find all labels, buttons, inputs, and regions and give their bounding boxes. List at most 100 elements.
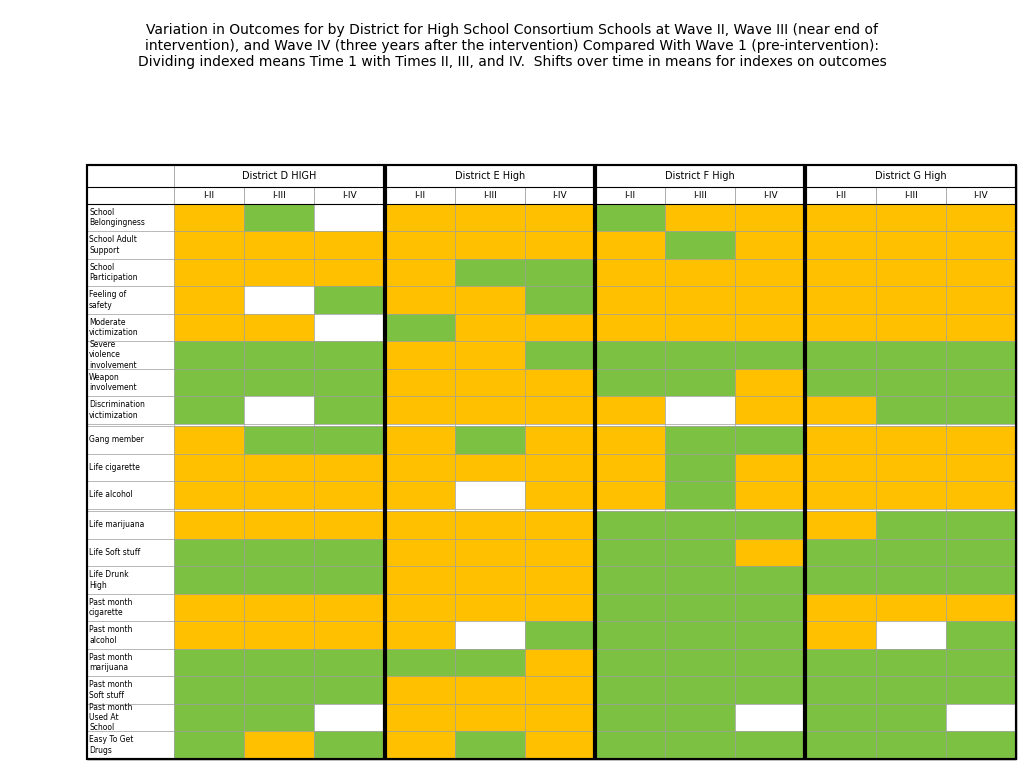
Bar xyxy=(666,731,735,759)
Bar xyxy=(87,341,174,369)
Text: Discrimination
victimization: Discrimination victimization xyxy=(89,400,145,420)
Text: Gang member: Gang member xyxy=(89,435,144,445)
Bar xyxy=(735,482,805,508)
Text: Past month
Soft stuff: Past month Soft stuff xyxy=(89,680,132,700)
Text: I-IV: I-IV xyxy=(763,190,777,200)
Text: I-IV: I-IV xyxy=(342,190,356,200)
Bar xyxy=(455,204,524,231)
Bar xyxy=(876,731,946,759)
Bar xyxy=(805,369,876,396)
Bar xyxy=(666,511,735,538)
Bar xyxy=(876,621,946,649)
Bar xyxy=(244,731,314,759)
Bar xyxy=(87,165,1016,759)
Bar xyxy=(244,454,314,482)
Bar xyxy=(174,703,244,731)
Bar xyxy=(384,703,455,731)
Bar xyxy=(524,676,595,703)
Bar xyxy=(666,566,735,594)
Bar xyxy=(595,259,666,286)
Bar xyxy=(244,187,314,204)
Bar xyxy=(244,286,314,313)
Bar xyxy=(735,731,805,759)
Bar xyxy=(384,187,455,204)
Bar xyxy=(735,508,805,511)
Text: Past month
cigarette: Past month cigarette xyxy=(89,598,132,617)
Bar xyxy=(314,286,385,313)
Bar xyxy=(174,621,244,649)
Bar xyxy=(455,369,524,396)
Bar xyxy=(735,676,805,703)
Bar xyxy=(595,165,805,187)
Bar xyxy=(314,313,385,341)
Bar xyxy=(384,259,455,286)
Bar xyxy=(455,676,524,703)
Text: District F High: District F High xyxy=(666,170,735,181)
Text: Life cigarette: Life cigarette xyxy=(89,463,140,472)
Bar xyxy=(244,482,314,508)
Bar xyxy=(524,341,595,369)
Bar xyxy=(946,649,1016,676)
Bar xyxy=(174,594,244,621)
Text: I-III: I-III xyxy=(693,190,707,200)
Bar xyxy=(524,286,595,313)
Bar xyxy=(805,231,876,259)
Bar xyxy=(87,621,174,649)
Bar xyxy=(87,369,174,396)
Bar xyxy=(524,538,595,566)
Bar xyxy=(314,731,385,759)
Bar xyxy=(384,482,455,508)
Bar xyxy=(524,396,595,424)
Bar xyxy=(876,313,946,341)
Bar xyxy=(244,676,314,703)
Bar xyxy=(314,396,385,424)
Bar xyxy=(595,508,666,511)
Bar xyxy=(946,454,1016,482)
Bar xyxy=(174,286,244,313)
Bar xyxy=(174,313,244,341)
Bar xyxy=(524,482,595,508)
Bar xyxy=(314,341,385,369)
Bar xyxy=(805,426,876,454)
Bar xyxy=(384,286,455,313)
Bar xyxy=(314,594,385,621)
Bar xyxy=(384,424,455,426)
Bar xyxy=(87,703,174,731)
Bar xyxy=(595,649,666,676)
Bar xyxy=(174,424,244,426)
Bar xyxy=(946,259,1016,286)
Bar xyxy=(524,649,595,676)
Text: I-IV: I-IV xyxy=(974,190,988,200)
Bar xyxy=(735,313,805,341)
Bar xyxy=(876,594,946,621)
Text: Life Drunk
High: Life Drunk High xyxy=(89,570,129,590)
Bar xyxy=(524,424,595,426)
Bar xyxy=(524,204,595,231)
Bar xyxy=(314,538,385,566)
Bar xyxy=(595,341,666,369)
Bar xyxy=(384,621,455,649)
Bar xyxy=(87,231,174,259)
Bar xyxy=(805,511,876,538)
Bar xyxy=(595,482,666,508)
Bar xyxy=(946,703,1016,731)
Bar xyxy=(876,286,946,313)
Bar xyxy=(735,566,805,594)
Bar xyxy=(524,508,595,511)
Bar xyxy=(876,649,946,676)
Bar xyxy=(244,396,314,424)
Bar xyxy=(244,341,314,369)
Bar xyxy=(455,566,524,594)
Bar xyxy=(455,621,524,649)
Bar xyxy=(314,454,385,482)
Bar xyxy=(174,259,244,286)
Text: Feeling of
safety: Feeling of safety xyxy=(89,290,126,310)
Text: Life alcohol: Life alcohol xyxy=(89,491,133,499)
Bar xyxy=(244,508,314,511)
Bar xyxy=(174,454,244,482)
Bar xyxy=(666,621,735,649)
Text: School
Participation: School Participation xyxy=(89,263,137,282)
Bar xyxy=(384,165,595,187)
Bar xyxy=(946,426,1016,454)
Bar xyxy=(244,511,314,538)
